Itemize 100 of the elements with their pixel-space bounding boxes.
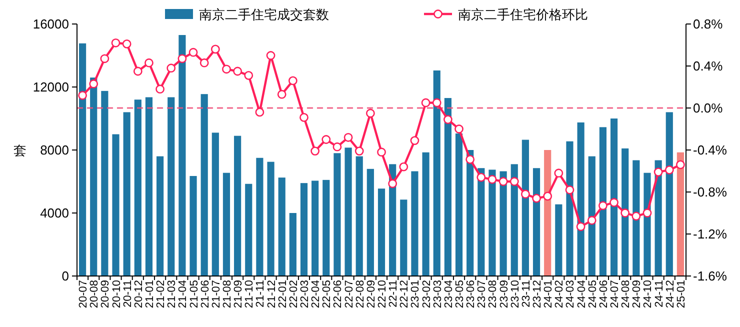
x-tick-label: 23-10 xyxy=(509,280,522,308)
point xyxy=(654,168,663,176)
bar xyxy=(510,164,518,276)
point xyxy=(288,76,298,86)
y2-tick-label: 0.8% xyxy=(693,16,724,32)
bar xyxy=(190,176,197,276)
x-tick-label: 20-09 xyxy=(100,280,112,308)
x-tick-label: 23-06 xyxy=(465,280,478,308)
bar xyxy=(78,43,86,276)
bar xyxy=(544,150,552,276)
point xyxy=(89,79,98,88)
x-tick-label: 22-07 xyxy=(343,280,356,308)
bar xyxy=(455,133,463,276)
x-tick-label: 21-02 xyxy=(155,280,168,308)
x-tick-label: 23-05 xyxy=(454,280,466,308)
point xyxy=(388,179,398,188)
point xyxy=(466,155,475,164)
point xyxy=(366,108,375,118)
bar xyxy=(522,140,529,276)
point xyxy=(122,40,132,48)
bar xyxy=(168,97,175,276)
x-tick-label: 24-04 xyxy=(576,280,588,308)
point xyxy=(476,172,486,182)
point xyxy=(255,108,264,117)
x-tick-label: 24-10 xyxy=(642,280,654,308)
x-tick-label: 22-10 xyxy=(376,280,388,308)
bar xyxy=(588,156,596,276)
point xyxy=(188,48,198,57)
legend-南京二手住宅价格环比: 南京二手住宅价格环比 xyxy=(424,7,588,22)
point xyxy=(532,194,541,203)
x-tick-label: 23-11 xyxy=(520,280,532,308)
x-tick-label: 24-03 xyxy=(564,280,577,308)
point xyxy=(233,66,242,76)
point xyxy=(498,177,508,186)
bar xyxy=(312,180,319,276)
x-tick-label: 23-09 xyxy=(498,280,510,308)
point xyxy=(432,98,442,108)
bar xyxy=(123,112,130,276)
point xyxy=(377,148,386,157)
bar xyxy=(466,150,474,276)
x-tick-label: 23-02 xyxy=(420,280,433,308)
y-axis-title: 套 xyxy=(14,143,26,158)
point xyxy=(410,136,420,145)
x-tick-label: 21-08 xyxy=(221,280,234,308)
point xyxy=(310,146,320,156)
x-tick-label: 21-04 xyxy=(177,280,190,308)
point xyxy=(200,58,209,68)
bar xyxy=(134,100,142,276)
bar xyxy=(622,148,629,276)
bar xyxy=(400,200,408,276)
point xyxy=(111,38,120,48)
x-tick-label: 22-11 xyxy=(388,280,400,308)
x-tick-label: 24-02 xyxy=(554,280,566,308)
y2-tick-label: -0.4% xyxy=(693,142,728,158)
y2-tick-label: -1.6% xyxy=(693,268,728,284)
x-tick-label: 21-05 xyxy=(188,280,200,308)
x-tick-label: 23-12 xyxy=(532,280,544,308)
bar xyxy=(200,94,208,276)
bar xyxy=(555,204,562,276)
point xyxy=(421,98,430,108)
x-tick-label: 23-07 xyxy=(476,280,488,308)
x-tick-label: 22-01 xyxy=(276,280,289,308)
y-tick-label: 16000 xyxy=(32,16,69,32)
point xyxy=(344,132,353,142)
bar xyxy=(356,156,363,276)
bar xyxy=(156,156,164,276)
point xyxy=(277,90,286,99)
point xyxy=(520,190,530,199)
bar xyxy=(676,152,684,276)
bar xyxy=(267,162,274,276)
x-tick-label: 20-10 xyxy=(110,280,123,308)
bar xyxy=(245,184,252,276)
point xyxy=(100,54,110,64)
bar xyxy=(289,213,296,276)
bar xyxy=(145,97,153,276)
point xyxy=(576,222,586,232)
y-tick-label: 0 xyxy=(62,268,69,284)
y2-tick-label: 0.0% xyxy=(693,100,724,116)
bar xyxy=(444,98,452,276)
y-tick-label: 4000 xyxy=(40,206,69,220)
y2-tick-label: -1.2% xyxy=(693,226,728,242)
point xyxy=(488,174,497,184)
x-tick-label: 21-12 xyxy=(266,280,278,308)
bar xyxy=(599,127,606,276)
bar xyxy=(577,122,584,276)
bar xyxy=(654,160,662,276)
bar xyxy=(344,148,352,276)
y2-tick-label: -0.8% xyxy=(693,184,728,200)
bar xyxy=(334,153,341,276)
y-tick-label: 12000 xyxy=(32,80,69,94)
y-tick-label: 8000 xyxy=(40,142,69,158)
bar xyxy=(90,78,98,276)
x-tick-label: 21-09 xyxy=(232,280,245,308)
x-tick-label: 22-04 xyxy=(310,280,322,308)
x-tick-label: 24-07 xyxy=(609,280,622,308)
point xyxy=(598,201,608,210)
legend-label: 南京二手住宅成交套数 xyxy=(199,7,329,22)
bar xyxy=(222,172,230,276)
point xyxy=(443,115,452,124)
x-tick-label: 22-08 xyxy=(354,280,366,308)
